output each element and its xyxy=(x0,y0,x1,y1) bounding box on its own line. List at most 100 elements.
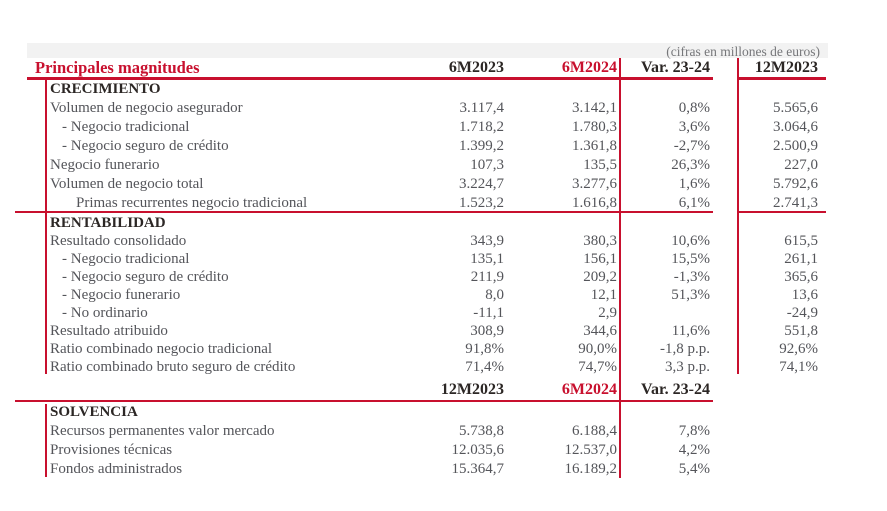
row-label: - Negocio seguro de crédito xyxy=(62,138,229,154)
left-section-line-top xyxy=(45,80,47,374)
row-label: - Negocio funerario xyxy=(62,287,181,303)
cell-value: 380,3 xyxy=(583,233,617,249)
col-header-12m2023: 12M2023 xyxy=(754,59,818,76)
cell-value: 26,3% xyxy=(671,157,710,173)
cell-value: 5.565,6 xyxy=(773,100,818,116)
row-label: - No ordinario xyxy=(62,305,148,321)
cell-value: 15,5% xyxy=(671,251,710,267)
table-row: Resultado atribuido 308,9 344,6 11,6% 551,8 xyxy=(0,322,887,340)
cell-value: 3.142,1 xyxy=(572,100,617,116)
col-header-6m2024: 6M2024 xyxy=(561,59,617,76)
cell-value: 3,3 p.p. xyxy=(665,359,710,375)
row-label: Primas recurrentes negocio tradicional xyxy=(76,195,308,211)
cell-value: 5.792,6 xyxy=(773,176,818,192)
cell-value: -24,9 xyxy=(786,305,818,321)
cell-value: 1.523,2 xyxy=(459,195,504,211)
cell-value: 135,5 xyxy=(583,157,617,173)
cell-value: 15.364,7 xyxy=(451,461,505,477)
table-row: Ratio combinado negocio tradicional 91,8%… xyxy=(0,340,887,358)
cell-value: 1.399,2 xyxy=(459,138,504,154)
row-label: Ratio combinado bruto seguro de crédito xyxy=(50,359,296,375)
section-header-row: RENTABILIDAD xyxy=(0,214,887,232)
row-label: Volumen de negocio total xyxy=(50,176,204,192)
table-row: Volumen de negocio asegurador 3.117,4 3.14… xyxy=(0,99,887,118)
cell-value: 3.064,6 xyxy=(773,119,818,135)
cell-value: 16.189,2 xyxy=(564,461,618,477)
column-divider-6m2024 xyxy=(619,58,621,478)
cell-value: 74,7% xyxy=(578,359,617,375)
row-label: - Negocio seguro de crédito xyxy=(62,269,229,285)
cell-value: 2.741,3 xyxy=(773,195,818,211)
cell-value: 227,0 xyxy=(784,157,818,173)
header-rule-main xyxy=(27,77,713,80)
cell-value: 8,0 xyxy=(485,287,504,303)
row-label: - Negocio tradicional xyxy=(62,251,190,267)
column-divider-12m2023 xyxy=(737,58,739,374)
cell-value: 365,6 xyxy=(784,269,818,285)
cell-value: 551,8 xyxy=(784,323,818,339)
row-label: Resultado consolidado xyxy=(50,233,187,249)
cell-value: -1,3% xyxy=(673,269,710,285)
table-row: - Negocio tradicional 1.718,2 1.780,3 3,6% 3… xyxy=(0,118,887,137)
cell-value: 71,4% xyxy=(465,359,504,375)
cell-value: 1.780,3 xyxy=(572,119,617,135)
cell-value: 1.718,2 xyxy=(459,119,504,135)
row-label: Fondos administrados xyxy=(50,461,183,477)
cell-value: 1,6% xyxy=(678,176,710,192)
cell-value: 51,3% xyxy=(671,287,710,303)
cell-value: 308,9 xyxy=(470,323,504,339)
cell-value: -11,1 xyxy=(473,305,504,321)
cell-value: 343,9 xyxy=(470,233,504,249)
cell-value: 13,6 xyxy=(791,287,818,303)
table-row: Recursos permanentes valor mercado 5.738,… xyxy=(0,422,887,441)
cell-value: 74,1% xyxy=(779,359,818,375)
cell-value: -1,8 p.p. xyxy=(660,341,710,357)
cell-value: 156,1 xyxy=(583,251,617,267)
table-row: Primas recurrentes negocio tradicional 1.… xyxy=(0,194,887,213)
cell-value: 10,6% xyxy=(671,233,710,249)
cell-value: 91,8% xyxy=(465,341,504,357)
section-divider-main xyxy=(15,211,713,213)
header-rule-12m xyxy=(738,77,826,80)
section-rentabilidad: RENTABILIDAD Resultado consolidado 343,9 38… xyxy=(0,214,887,376)
row-label: Negocio funerario xyxy=(50,157,160,173)
cell-value: 90,0% xyxy=(578,341,617,357)
cell-value: 344,6 xyxy=(583,323,617,339)
row-label: Recursos permanentes valor mercado xyxy=(50,423,275,439)
cell-value: 1.361,8 xyxy=(572,138,617,154)
cell-value: -2,7% xyxy=(673,138,710,154)
cell-value: 6,1% xyxy=(678,195,710,211)
left-section-line-bottom xyxy=(45,404,47,477)
cell-value: 107,3 xyxy=(470,157,504,173)
cell-value: 615,5 xyxy=(784,233,818,249)
table-row: Resultado consolidado 343,9 380,3 10,6% 615,… xyxy=(0,232,887,250)
solvency-col-header-12m2023: 12M2023 xyxy=(440,381,504,398)
table-row: Negocio funerario 107,3 135,5 26,3% 227,0 xyxy=(0,156,887,175)
cell-value: 3.277,6 xyxy=(572,176,617,192)
section-header-row: CRECIMIENTO xyxy=(0,80,887,99)
row-label: Ratio combinado negocio tradicional xyxy=(50,341,273,357)
table-row: Ratio combinado bruto seguro de crédito 7… xyxy=(0,358,887,376)
cell-value: 211,9 xyxy=(470,269,504,285)
cell-value: 135,1 xyxy=(470,251,504,267)
cell-value: 3,6% xyxy=(678,119,710,135)
row-label: Volumen de negocio asegurador xyxy=(50,100,243,116)
solvency-col-header-var: Var. 23-24 xyxy=(640,381,710,398)
row-label: Resultado atribuido xyxy=(50,323,168,339)
section-solvencia: SOLVENCIA Recursos permanentes valor merc… xyxy=(0,403,887,479)
cell-value: 12.537,0 xyxy=(564,442,618,458)
table-row: - Negocio funerario 8,0 12,1 51,3% 13,6 xyxy=(0,286,887,304)
cell-value: 5.738,8 xyxy=(459,423,504,439)
cell-value: 0,8% xyxy=(678,100,710,116)
table-row: Volumen de negocio total 3.224,7 3.277,6 1,… xyxy=(0,175,887,194)
section-crecimiento: CRECIMIENTO Volumen de negocio asegurador… xyxy=(0,80,887,213)
col-header-var: Var. 23-24 xyxy=(640,59,710,76)
cell-value: 2,9 xyxy=(598,305,617,321)
cell-value: 11,6% xyxy=(671,323,710,339)
cell-value: 3.117,4 xyxy=(459,100,504,116)
cell-value: 92,6% xyxy=(779,341,818,357)
row-label: Provisiones técnicas xyxy=(50,442,173,458)
row-label: - Negocio tradicional xyxy=(62,119,190,135)
units-band: (cifras en millones de euros) xyxy=(27,43,828,59)
section-title: RENTABILIDAD xyxy=(50,215,166,231)
